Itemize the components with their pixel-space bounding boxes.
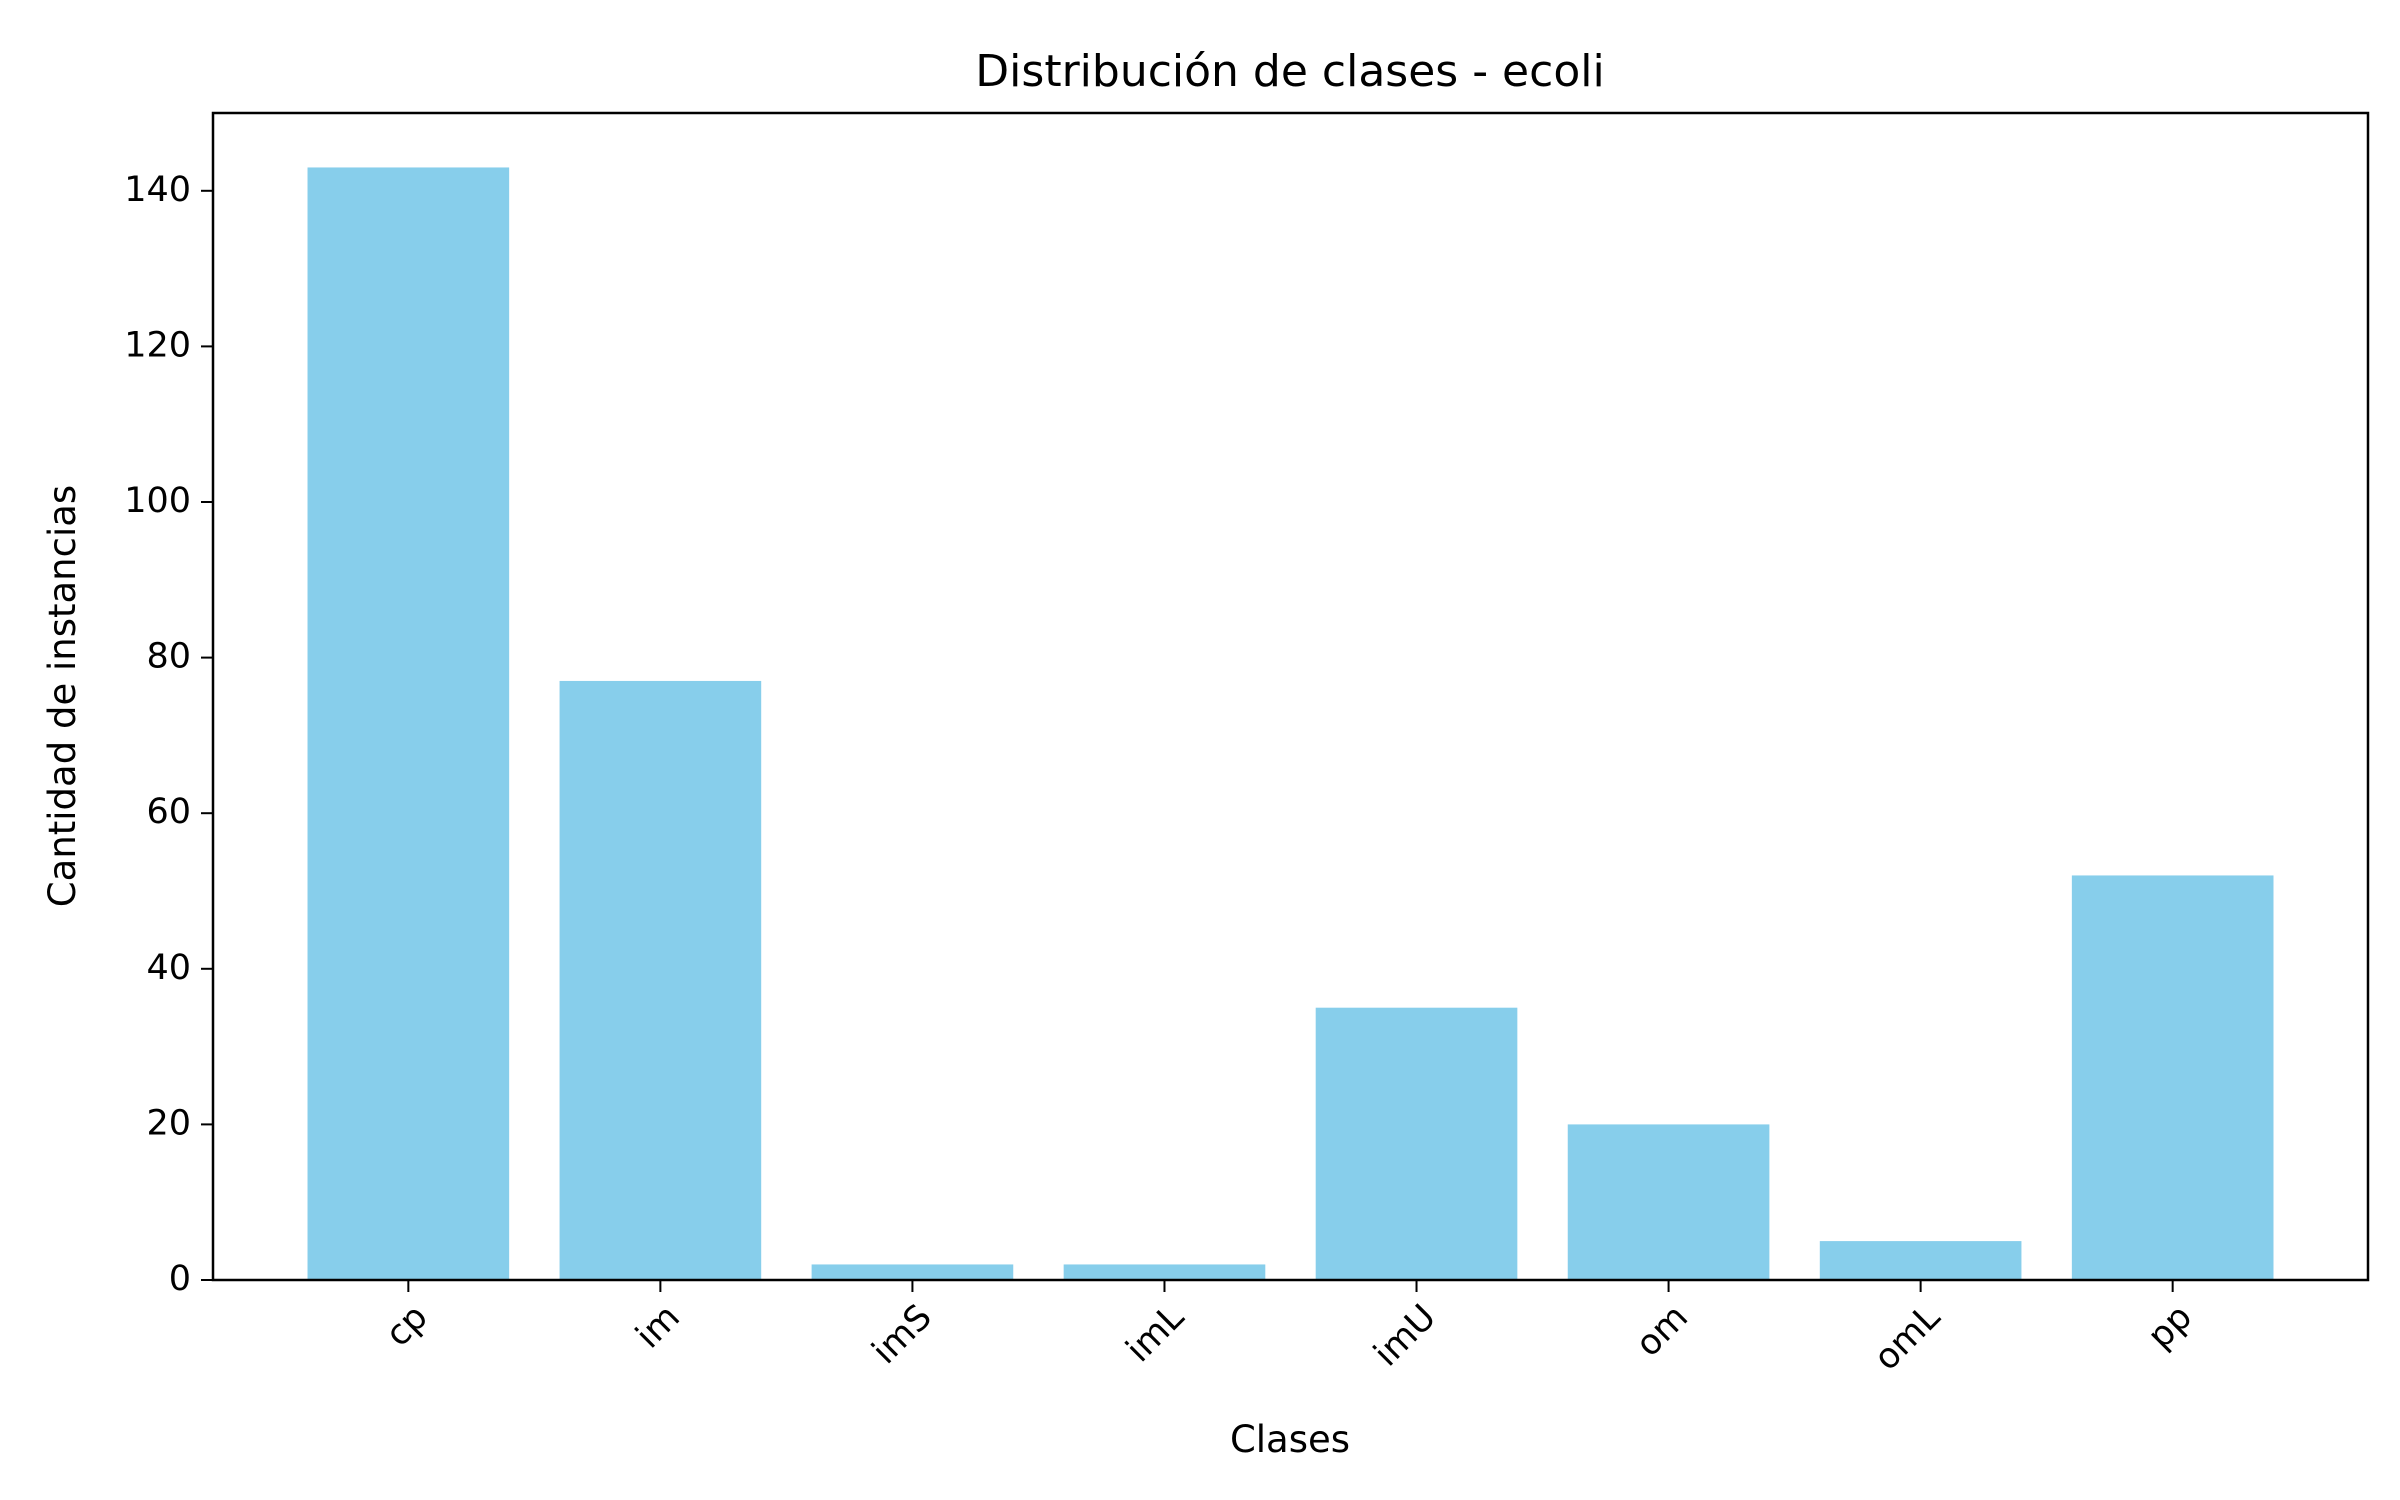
bar-omL [1819, 1241, 2022, 1280]
bars-layer [307, 167, 2274, 1281]
x-axis-label: Clases [1230, 1418, 1350, 1461]
x-axis-ticks: cp im imS imL imU om omL pp [378, 1280, 2200, 1378]
x-tick-label-imU: imU [1367, 1297, 1444, 1374]
chart-title: Distribución de clases - ecoli [975, 46, 1604, 97]
bar-imS [811, 1264, 1014, 1280]
bar-pp [2071, 875, 2274, 1280]
x-tick-label-imS: imS [865, 1297, 940, 1372]
bar-cp [307, 167, 510, 1281]
x-tick-label-cp: cp [378, 1297, 436, 1355]
plot-frame [211, 111, 2370, 1282]
y-axis-label: Cantidad de instancias [41, 485, 84, 907]
bar-im [559, 680, 762, 1280]
bar-imL [1063, 1264, 1266, 1280]
y-tick-label-40: 40 [146, 948, 191, 988]
y-tick-label-60: 60 [146, 792, 191, 832]
y-axis-ticks: 0 20 40 60 80 100 120 140 [124, 170, 213, 1299]
y-tick-label-20: 20 [146, 1103, 191, 1143]
x-tick-label-omL: omL [1867, 1297, 1949, 1379]
bar-om [1567, 1124, 1770, 1280]
x-tick-label-om: om [1628, 1297, 1696, 1365]
y-tick-label-140: 140 [124, 170, 191, 210]
y-tick-label-0: 0 [169, 1259, 191, 1299]
x-tick-label-imL: imL [1119, 1297, 1192, 1370]
y-tick-label-100: 100 [124, 481, 191, 521]
y-tick-label-80: 80 [146, 637, 191, 677]
y-tick-label-120: 120 [124, 325, 191, 365]
x-tick-label-im: im [629, 1297, 688, 1356]
x-tick-label-pp: pp [2140, 1297, 2200, 1357]
bar-imU [1315, 1007, 1518, 1280]
